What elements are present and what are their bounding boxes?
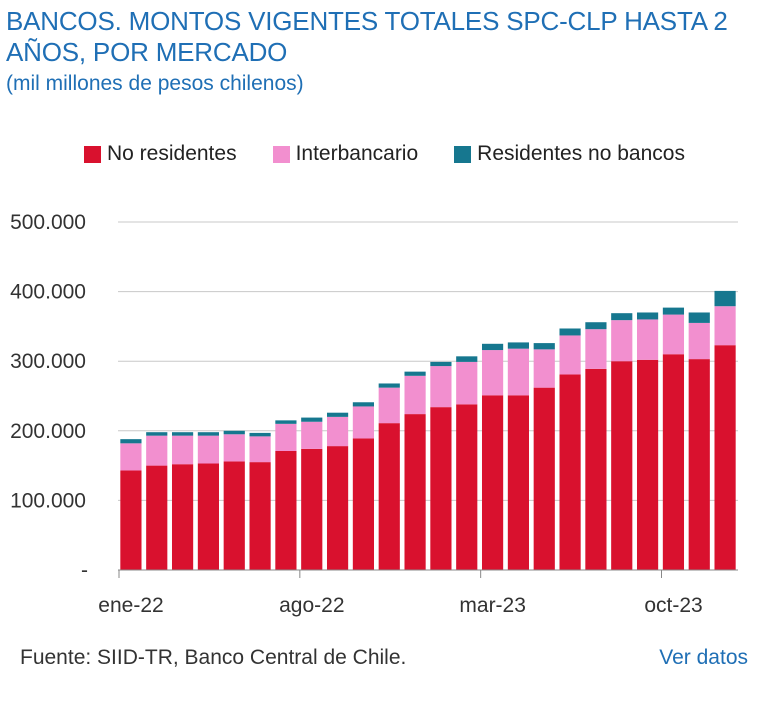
bar-segment-residentes-no-bancos [171, 432, 194, 436]
legend-label-interbancario: Interbancario [295, 142, 419, 165]
bar-segment-no-residentes [636, 359, 659, 570]
bar-segment-interbancario [430, 366, 452, 408]
bar-segment-residentes-no-bancos [275, 420, 297, 424]
bar-segment-no-residentes [430, 407, 452, 570]
bar-segment-interbancario [662, 314, 685, 355]
bar-segment-interbancario [249, 436, 271, 463]
bar-segment-no-residentes [585, 368, 607, 570]
bar-segment-residentes-no-bancos [223, 430, 245, 435]
bar-segment-interbancario [507, 348, 529, 396]
y-tick-label: 200.000 [10, 420, 86, 443]
bar-segment-interbancario [404, 375, 426, 415]
bar-segment-interbancario [378, 387, 400, 424]
bar-segment-residentes-no-bancos [301, 417, 323, 422]
bar-segment-residentes-no-bancos [533, 343, 555, 350]
bar-segment-no-residentes [662, 354, 685, 570]
bar-segment-no-residentes [352, 438, 374, 570]
bar-segment-residentes-no-bancos [404, 371, 426, 376]
bar-segment-interbancario [301, 421, 323, 449]
bar-segment-no-residentes [559, 374, 581, 570]
bar-segment-residentes-no-bancos [507, 342, 529, 349]
bar-segment-interbancario [533, 349, 555, 388]
bar-segment-residentes-no-bancos [636, 312, 659, 320]
bar-segment-interbancario [223, 434, 245, 462]
x-tick-label: oct-23 [644, 594, 702, 617]
legend-swatch-interbancario [272, 145, 290, 163]
bar-segment-residentes-no-bancos [249, 432, 271, 437]
bar-segment-no-residentes [171, 464, 194, 570]
bar-segment-residentes-no-bancos [585, 322, 607, 330]
bar-segment-no-residentes [223, 461, 245, 570]
bar-segment-no-residentes [611, 361, 633, 570]
bar-segment-residentes-no-bancos [197, 432, 219, 436]
bar-segment-residentes-no-bancos [714, 290, 736, 307]
bar-segment-residentes-no-bancos [559, 328, 581, 336]
legend-swatch-no-residentes [84, 145, 101, 163]
bar-segment-interbancario [352, 406, 374, 439]
bar-segment-residentes-no-bancos [378, 383, 400, 388]
ver-datos-link[interactable]: Ver datos [659, 646, 748, 669]
bar-segment-no-residentes [404, 414, 426, 570]
bar-segment-no-residentes [714, 345, 736, 570]
y-tick-label: - [81, 559, 88, 582]
bar-segment-interbancario [120, 443, 142, 471]
legend-item-no-residentes: No residentes [84, 142, 237, 166]
bar-segment-residentes-no-bancos [146, 432, 168, 436]
y-tick-label: 300.000 [10, 350, 86, 373]
bar-segment-interbancario [714, 306, 736, 346]
legend-swatch-residentes-no-bancos [454, 145, 472, 163]
bar-segment-interbancario [585, 329, 607, 369]
chart-legend: No residentes Interbancario Residentes n… [84, 142, 685, 166]
stacked-bar-chart: - 100.000 200.000 300.000 400.000 500.000 ene-… [10, 211, 738, 617]
bar-segment-no-residentes [533, 387, 555, 570]
bar-segment-no-residentes [688, 359, 710, 570]
x-tick-label: mar-23 [459, 594, 526, 617]
bar-segment-interbancario [275, 423, 297, 451]
bar-segment-no-residentes [326, 446, 349, 570]
bar-segment-interbancario [481, 350, 504, 396]
chart-title: BANCOS. MONTOS VIGENTES TOTALES SPC-CLP … [6, 6, 728, 67]
bar-segment-residentes-no-bancos [430, 361, 452, 367]
legend-item-residentes-no-bancos: Residentes no bancos [454, 142, 685, 166]
bar-segment-no-residentes [481, 395, 504, 570]
legend-label-residentes-no-bancos: Residentes no bancos [477, 142, 685, 165]
bar-segment-no-residentes [456, 404, 478, 570]
bar-segment-no-residentes [146, 465, 168, 570]
bar-segment-residentes-no-bancos [326, 412, 349, 417]
chart-subtitle: (mil millones de pesos chilenos) [6, 72, 304, 95]
bar-segment-interbancario [636, 319, 659, 360]
bar-segment-no-residentes [197, 463, 219, 570]
bar-segment-no-residentes [378, 423, 400, 570]
bar-segment-interbancario [146, 435, 168, 466]
bar-segment-interbancario [197, 435, 219, 464]
y-tick-label: 100.000 [10, 489, 86, 512]
bar-segment-residentes-no-bancos [456, 356, 478, 362]
bar-segment-interbancario [688, 322, 710, 360]
bar-segment-residentes-no-bancos [611, 313, 633, 321]
bar-segment-residentes-no-bancos [481, 343, 504, 351]
bar-segment-no-residentes [249, 462, 271, 570]
x-tick-label: ago-22 [279, 594, 344, 617]
y-tick-label: 400.000 [10, 281, 86, 304]
bar-segment-residentes-no-bancos [352, 402, 374, 407]
bar-segment-interbancario [456, 361, 478, 405]
bar-segment-interbancario [326, 416, 349, 447]
bar-segment-no-residentes [275, 450, 297, 570]
bar-segment-no-residentes [507, 395, 529, 570]
bar-segment-residentes-no-bancos [688, 312, 710, 323]
x-tick-label: ene-22 [98, 594, 163, 617]
bar-segment-no-residentes [301, 448, 323, 570]
bar-segment-no-residentes [120, 470, 142, 570]
y-tick-label: 500.000 [10, 211, 86, 234]
legend-item-interbancario: Interbancario [272, 142, 419, 166]
bar-segment-residentes-no-bancos [120, 439, 142, 444]
bar-segment-interbancario [171, 435, 194, 465]
source-note: Fuente: SIID-TR, Banco Central de Chile. [20, 646, 407, 669]
bar-segment-interbancario [559, 335, 581, 375]
bar-segment-residentes-no-bancos [662, 307, 685, 315]
legend-label-no-residentes: No residentes [107, 142, 237, 165]
bar-segment-interbancario [611, 320, 633, 362]
